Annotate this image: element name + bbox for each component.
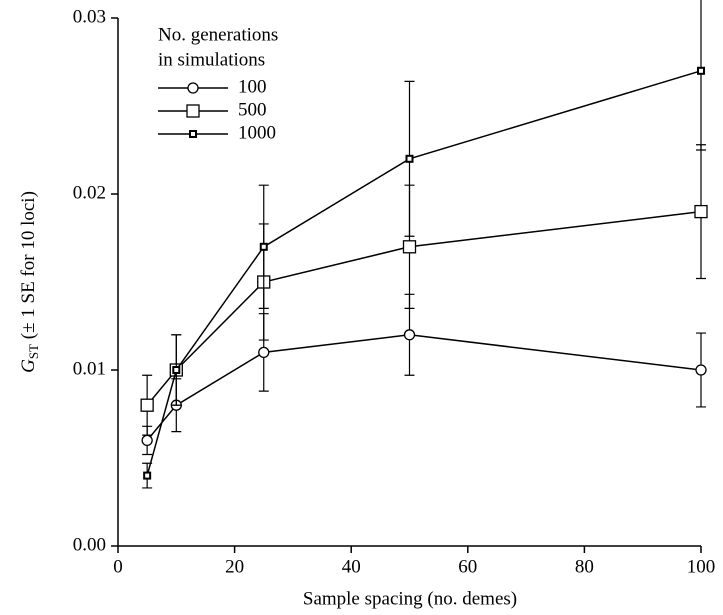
error-bar — [696, 0, 706, 151]
series-line — [146, 334, 702, 441]
legend-label: 100 — [238, 76, 267, 97]
y-label-main: G — [18, 359, 39, 373]
marker — [189, 130, 197, 138]
marker — [186, 104, 200, 118]
marker — [695, 364, 707, 376]
y-axis-label: GST (± 1 SE for 10 loci) — [18, 191, 41, 373]
x-tick-label: 40 — [342, 556, 361, 577]
legend-label: 500 — [238, 99, 267, 120]
x-tick-label: 60 — [458, 556, 477, 577]
x-tick-label: 100 — [687, 556, 716, 577]
series-line — [146, 70, 702, 476]
marker — [259, 242, 268, 251]
legend-label: 1000 — [238, 122, 276, 143]
y-label-rest: (± 1 SE for 10 loci) — [18, 191, 39, 344]
series-line — [146, 210, 702, 406]
y-tick-label: 0.03 — [73, 6, 106, 27]
x-tick-label: 20 — [225, 556, 244, 577]
y-tick-label: 0.01 — [73, 358, 106, 379]
marker — [141, 434, 153, 447]
marker — [187, 82, 199, 94]
marker — [403, 329, 416, 341]
marker — [402, 240, 417, 254]
x-tick-label: 80 — [575, 556, 594, 577]
legend-title: in simulations — [158, 49, 265, 70]
y-tick-label: 0.02 — [73, 182, 106, 203]
marker — [697, 66, 705, 75]
marker — [172, 366, 181, 374]
marker — [694, 204, 708, 219]
x-axis-label: Sample spacing (no. demes) — [303, 588, 517, 609]
marker — [143, 471, 152, 480]
legend-title: No. generations — [158, 24, 278, 45]
marker — [140, 398, 154, 412]
x-tick-label: 0 — [113, 556, 123, 577]
y-label-sub: ST — [26, 344, 41, 359]
marker — [258, 346, 270, 359]
y-tick-label: 0.00 — [73, 534, 106, 555]
marker — [405, 154, 414, 163]
